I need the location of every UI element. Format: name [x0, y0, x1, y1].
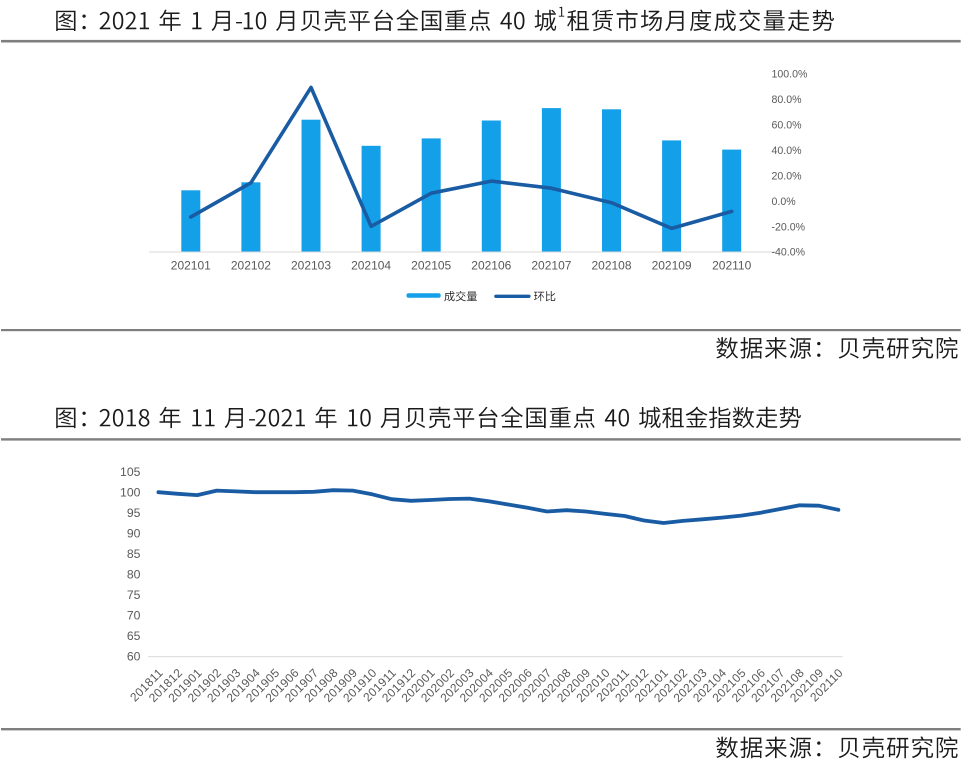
svg-text:202110: 202110: [712, 259, 751, 273]
svg-text:90: 90: [127, 527, 141, 541]
svg-text:0.0%: 0.0%: [772, 196, 797, 208]
svg-text:85: 85: [127, 547, 141, 561]
svg-text:-40.0%: -40.0%: [772, 247, 806, 259]
svg-text:202107: 202107: [531, 259, 571, 273]
svg-text:95: 95: [127, 506, 141, 520]
svg-text:100.0%: 100.0%: [772, 69, 809, 81]
svg-text:-20.0%: -20.0%: [772, 221, 806, 233]
svg-text:105: 105: [120, 465, 141, 479]
svg-text:65: 65: [127, 629, 141, 643]
svg-text:202106: 202106: [471, 259, 511, 273]
svg-text:80.0%: 80.0%: [772, 94, 803, 106]
svg-text:202108: 202108: [591, 259, 631, 273]
svg-text:202103: 202103: [291, 259, 331, 273]
svg-text:80: 80: [127, 568, 141, 582]
svg-text:40.0%: 40.0%: [772, 145, 803, 157]
svg-text:20.0%: 20.0%: [772, 170, 803, 182]
svg-text:100: 100: [120, 486, 141, 500]
svg-text:70: 70: [127, 609, 141, 623]
svg-text:202102: 202102: [231, 259, 271, 273]
svg-text:202104: 202104: [351, 259, 391, 273]
svg-text:60.0%: 60.0%: [772, 120, 803, 132]
svg-text:60: 60: [127, 650, 141, 664]
svg-text:202105: 202105: [411, 259, 451, 273]
svg-text:202109: 202109: [652, 259, 692, 273]
svg-text:75: 75: [127, 588, 141, 602]
svg-text:202101: 202101: [171, 259, 211, 273]
